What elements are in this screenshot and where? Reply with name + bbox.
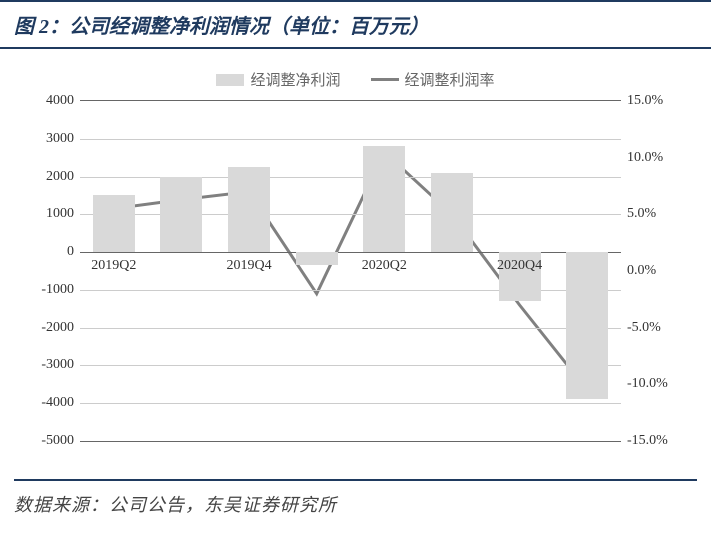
grid-line [80, 328, 621, 329]
bar [431, 173, 473, 252]
legend: 经调整净利润 经调整利润率 [20, 69, 691, 90]
bar [296, 252, 338, 265]
legend-item-line: 经调整利润率 [371, 69, 495, 90]
bar [228, 167, 270, 252]
x-tick-label: 2019Q2 [91, 258, 136, 274]
grid-line [80, 403, 621, 404]
legend-swatch-bar [216, 74, 244, 86]
x-tick-label: 2020Q2 [362, 258, 407, 274]
y-right-tick-label: -10.0% [621, 376, 668, 392]
bar [566, 252, 608, 399]
y-left-tick-label: -3000 [24, 357, 80, 373]
legend-label-line: 经调整利润率 [405, 69, 495, 90]
bar [363, 146, 405, 252]
y-left-tick-label: -2000 [24, 320, 80, 336]
legend-label-bar: 经调整净利润 [250, 69, 340, 90]
y-left-tick-label: 4000 [24, 93, 80, 109]
y-left-tick-label: -1000 [24, 282, 80, 298]
x-tick-label: 2020Q4 [497, 258, 542, 274]
y-left-tick-label: -4000 [24, 395, 80, 411]
plot-bottom-border [80, 441, 621, 442]
y-right-tick-label: -15.0% [621, 433, 668, 449]
chart-area: 经调整净利润 经调整利润率 -5000-4000-3000-2000-10000… [20, 69, 691, 469]
y-right-tick-label: 15.0% [621, 93, 663, 109]
figure-title: 图 2：公司经调整净利润情况（单位：百万元） [0, 0, 711, 49]
y-right-tick-label: 5.0% [621, 206, 656, 222]
y-left-tick-label: -5000 [24, 433, 80, 449]
y-right-tick-label: -5.0% [621, 320, 661, 336]
legend-item-bar: 经调整净利润 [216, 69, 340, 90]
y-right-tick-label: 0.0% [621, 263, 656, 279]
grid-line [80, 365, 621, 366]
legend-swatch-line [371, 78, 399, 81]
y-left-tick-label: 3000 [24, 131, 80, 147]
grid-line [80, 139, 621, 140]
plot-area: -5000-4000-3000-2000-1000010002000300040… [80, 100, 621, 441]
y-left-tick-label: 0 [24, 244, 80, 260]
bar [93, 195, 135, 252]
x-tick-label: 2019Q4 [227, 258, 272, 274]
y-left-tick-label: 2000 [24, 169, 80, 185]
bar [160, 177, 202, 253]
y-right-tick-label: 10.0% [621, 150, 663, 166]
y-left-tick-label: 1000 [24, 206, 80, 222]
source-citation: 数据来源：公司公告，东吴证券研究所 [14, 479, 697, 517]
